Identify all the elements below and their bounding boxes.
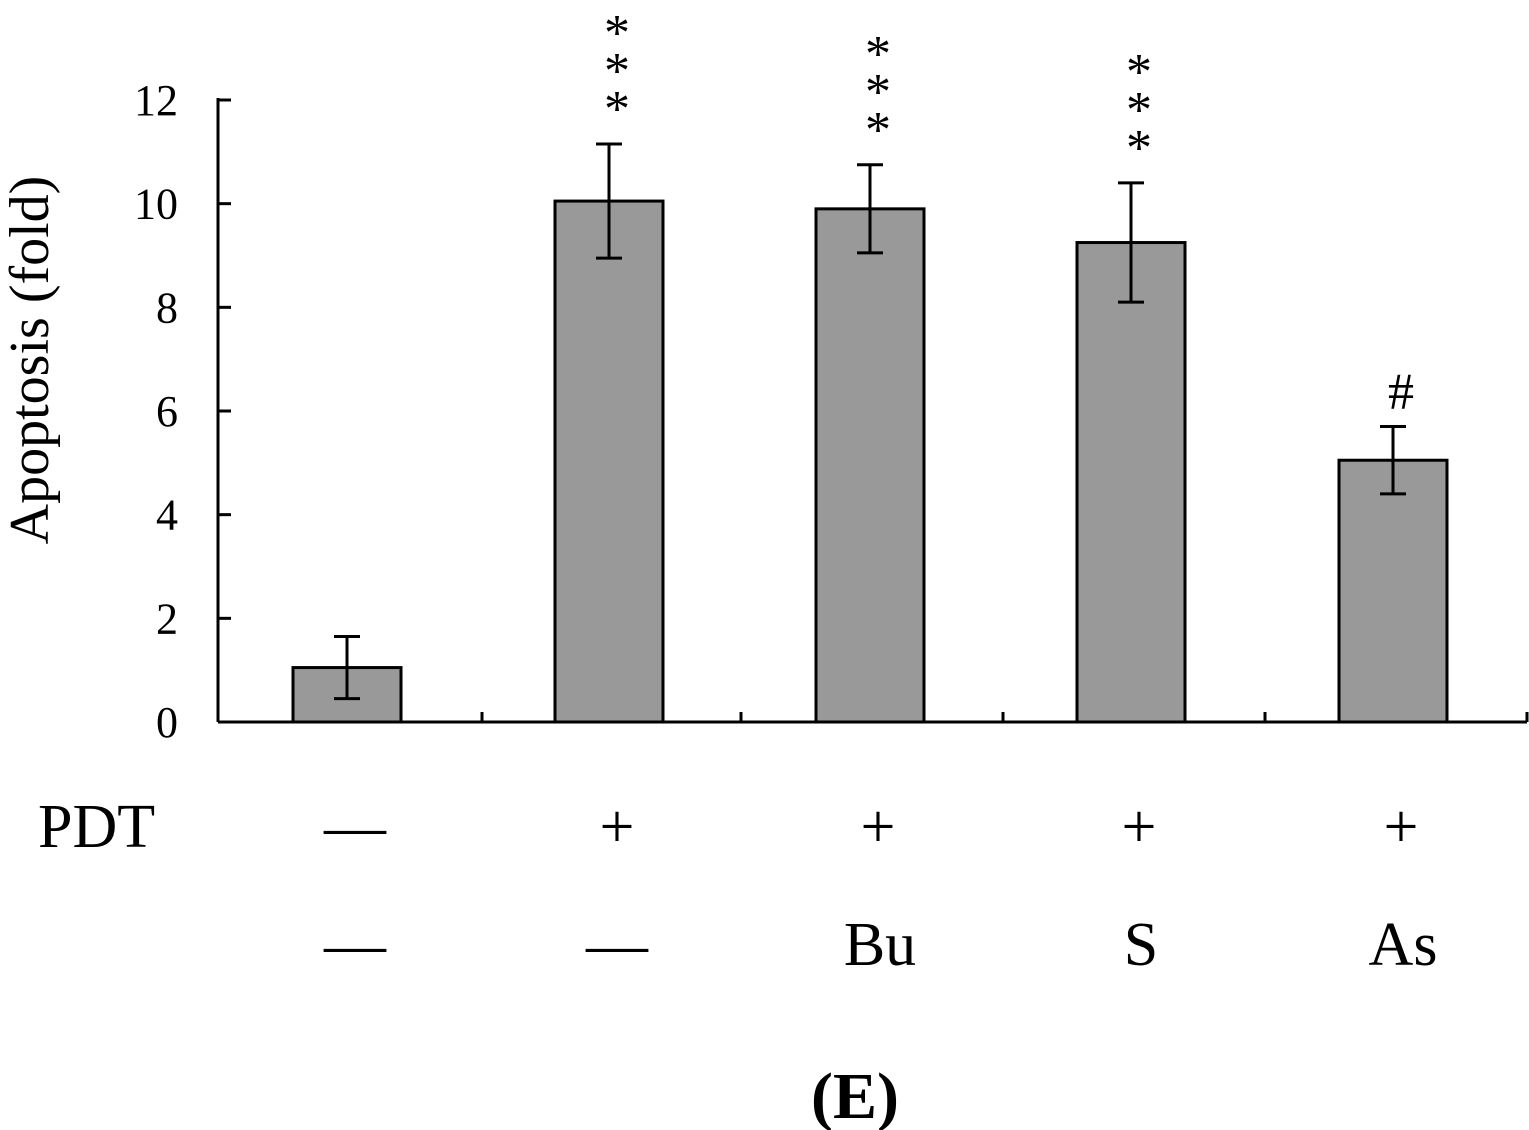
- condition-value: +: [1384, 793, 1419, 861]
- y-tick-label: 12: [134, 76, 178, 125]
- significance-mark: #: [1388, 364, 1414, 421]
- significance-mark: *: [604, 5, 630, 62]
- significance-mark: *: [1126, 44, 1152, 101]
- y-tick-label: 2: [156, 594, 178, 643]
- condition-value: As: [1369, 911, 1438, 979]
- condition-value: +: [1122, 793, 1157, 861]
- y-tick-label: 0: [156, 698, 178, 747]
- row-label-pdt: PDT: [38, 793, 155, 861]
- condition-value: Bu: [844, 911, 916, 979]
- significance-mark: *: [865, 102, 891, 159]
- bar: [814, 207, 926, 724]
- significance-mark: *: [1126, 120, 1152, 177]
- significance-mark: *: [865, 64, 891, 121]
- significance-mark: *: [604, 43, 630, 100]
- bar: [553, 199, 665, 724]
- condition-value: —: [585, 911, 649, 979]
- axes-layer: [216, 98, 1529, 724]
- bar: [1337, 458, 1449, 724]
- y-tick-label: 6: [156, 387, 178, 436]
- bars-layer: [291, 199, 1449, 724]
- y-tick-label: 10: [134, 180, 178, 229]
- panel-label: (E): [811, 1060, 899, 1130]
- y-tick-label: 8: [156, 283, 178, 332]
- bar: [1075, 241, 1187, 724]
- condition-value: S: [1124, 911, 1158, 979]
- error-bars-layer: [334, 142, 1406, 701]
- condition-value: —: [323, 793, 387, 861]
- significance-mark: *: [865, 26, 891, 83]
- y-tick-label: 4: [156, 491, 178, 540]
- significance-mark: *: [604, 81, 630, 138]
- significance-mark: *: [1126, 82, 1152, 139]
- condition-value: —: [323, 911, 387, 979]
- condition-value: +: [600, 793, 635, 861]
- y-axis-label: Apoptosis (fold): [0, 176, 61, 545]
- condition-value: +: [861, 793, 896, 861]
